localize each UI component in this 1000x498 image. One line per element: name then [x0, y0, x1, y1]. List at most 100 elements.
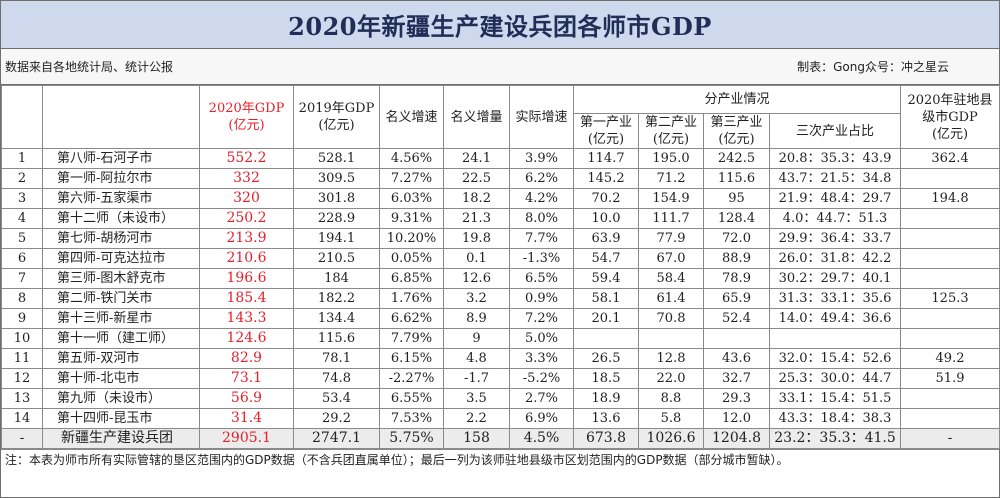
row-ratio: 25.3：30.0：44.7 — [768, 368, 902, 389]
row-nominal-increase: 19.8 — [443, 228, 510, 249]
row-nominal-increase: 18.2 — [443, 188, 510, 209]
row-tertiary: 52.4 — [703, 308, 770, 329]
row-gdp2019: 53.4 — [293, 388, 380, 409]
row-real-growth: 7.7% — [509, 228, 574, 249]
row-name: 新疆生产建设兵团 — [42, 428, 200, 449]
row-primary: 58.1 — [573, 288, 639, 309]
row-nominal-growth: 6.15% — [379, 348, 444, 369]
row-primary: 13.6 — [573, 408, 639, 429]
header-county-gdp: 2020年驻地县 级市GDP (亿元) — [900, 85, 1000, 149]
header-secondary: 第二产业 (亿元) — [638, 113, 704, 149]
row-county-gdp — [900, 208, 1000, 229]
row-county-gdp — [900, 168, 1000, 189]
row-tertiary: 95 — [703, 188, 770, 209]
row-ratio: 33.1：15.4：51.5 — [768, 388, 902, 409]
row-secondary: 5.8 — [638, 408, 704, 429]
row-nominal-increase: 2.2 — [443, 408, 510, 429]
row-ratio: 30.2：29.7：40.1 — [768, 268, 902, 289]
row-secondary: 70.8 — [638, 308, 704, 329]
row-real-growth: 6.5% — [509, 268, 574, 289]
row-county-gdp: 362.4 — [900, 148, 1000, 169]
row-nominal-increase: -1.7 — [443, 368, 510, 389]
row-primary — [573, 328, 639, 349]
row-tertiary: 115.6 — [703, 168, 770, 189]
row-name: 第十三师-新星市 — [42, 308, 200, 329]
row-name: 第三师-图木舒克市 — [42, 268, 200, 289]
row-gdp2019: 309.5 — [293, 168, 380, 189]
row-gdp2020: 185.4 — [199, 288, 294, 309]
row-number: 1 — [1, 148, 43, 169]
row-nominal-increase: 24.1 — [443, 148, 510, 169]
info-bar: 数据来自各地统计局、统计公报 制表：Gong众号：冲之星云 — [1, 49, 999, 85]
table-row: 3 第六师-五家渠市 320 301.8 6.03% 18.2 4.2% 70.2 154.9 9… — [1, 188, 1000, 209]
row-nominal-growth: 7.27% — [379, 168, 444, 189]
row-gdp2019: 115.6 — [293, 328, 380, 349]
row-primary: 18.9 — [573, 388, 639, 409]
row-ratio — [768, 328, 902, 349]
row-gdp2020: 250.2 — [199, 208, 294, 229]
header-gdp2019: 2019年GDP (亿元) — [293, 85, 380, 149]
row-nominal-growth: 5.75% — [379, 428, 444, 449]
row-primary: 114.7 — [573, 148, 639, 169]
row-number: 8 — [1, 288, 43, 309]
row-real-growth: 4.5% — [509, 428, 574, 449]
row-number: 13 — [1, 388, 43, 409]
row-gdp2020: 332 — [199, 168, 294, 189]
row-real-growth: 4.2% — [509, 188, 574, 209]
row-secondary: 67.0 — [638, 248, 704, 269]
row-secondary: 58.4 — [638, 268, 704, 289]
header-real-growth: 实际增速 — [509, 85, 574, 149]
table-row: 11 第五师-双河市 82.9 78.1 6.15% 4.8 3.3% 26.5 12.8 43.… — [1, 348, 1000, 369]
row-ratio: 23.2：35.3：41.5 — [768, 428, 902, 449]
row-gdp2020: 56.9 — [199, 388, 294, 409]
row-gdp2019: 78.1 — [293, 348, 380, 369]
row-ratio: 43.3：18.4：38.3 — [768, 408, 902, 429]
row-tertiary: 29.3 — [703, 388, 770, 409]
row-county-gdp — [900, 268, 1000, 289]
table-row: 9 第十三师-新星市 143.3 134.4 6.62% 8.9 7.2% 20.1 70.8 5… — [1, 308, 1000, 329]
row-real-growth: 3.9% — [509, 148, 574, 169]
table-row: 14 第十四师-昆玉市 31.4 29.2 7.53% 2.2 6.9% 13.6 5.8 12.… — [1, 408, 1000, 429]
row-tertiary: 1204.8 — [703, 428, 770, 449]
row-nominal-increase: 158 — [443, 428, 510, 449]
row-nominal-growth: -2.27% — [379, 368, 444, 389]
row-gdp2020: 143.3 — [199, 308, 294, 329]
row-gdp2020: 2905.1 — [199, 428, 294, 449]
row-primary: 54.7 — [573, 248, 639, 269]
row-county-gdp — [900, 328, 1000, 349]
row-name: 第十一师（建工师） — [42, 328, 200, 349]
table-row: 4 第十二师（未设市） 250.2 228.9 9.31% 21.3 8.0% 10.0 111… — [1, 208, 1000, 229]
row-gdp2019: 184 — [293, 268, 380, 289]
header-ratio: 三次产业占比 — [768, 113, 902, 149]
row-nominal-growth: 7.53% — [379, 408, 444, 429]
row-nominal-growth: 6.03% — [379, 188, 444, 209]
row-county-gdp: 194.8 — [900, 188, 1000, 209]
row-number: 3 — [1, 188, 43, 209]
row-secondary: 111.7 — [638, 208, 704, 229]
row-number: - — [1, 428, 43, 449]
table-row: 12 第十师-北屯市 73.1 74.8 -2.27% -1.7 -5.2% 18.5 22.0… — [1, 368, 1000, 389]
row-real-growth: 6.9% — [509, 408, 574, 429]
row-gdp2020: 196.6 — [199, 268, 294, 289]
row-name: 第一师-阿拉尔市 — [42, 168, 200, 189]
row-secondary: 12.8 — [638, 348, 704, 369]
row-gdp2019: 134.4 — [293, 308, 380, 329]
row-nominal-growth: 1.76% — [379, 288, 444, 309]
header-no — [1, 85, 43, 149]
row-gdp2019: 2747.1 — [293, 428, 380, 449]
row-number: 6 — [1, 248, 43, 269]
row-gdp2020: 320 — [199, 188, 294, 209]
row-gdp2020: 213.9 — [199, 228, 294, 249]
row-tertiary: 12.0 — [703, 408, 770, 429]
row-name: 第九师（未设市） — [42, 388, 200, 409]
row-primary: 59.4 — [573, 268, 639, 289]
header-gdp2020: 2020年GDP (亿元) — [199, 85, 294, 149]
row-ratio: 21.9：48.4：29.7 — [768, 188, 902, 209]
row-nominal-growth: 6.55% — [379, 388, 444, 409]
gdp-data-table: 2020年GDP (亿元) 2019年GDP (亿元) 名义增速 名义增量 实际… — [1, 85, 1000, 449]
row-nominal-growth: 10.20% — [379, 228, 444, 249]
row-number: 12 — [1, 368, 43, 389]
row-county-gdp — [900, 228, 1000, 249]
row-county-gdp — [900, 388, 1000, 409]
